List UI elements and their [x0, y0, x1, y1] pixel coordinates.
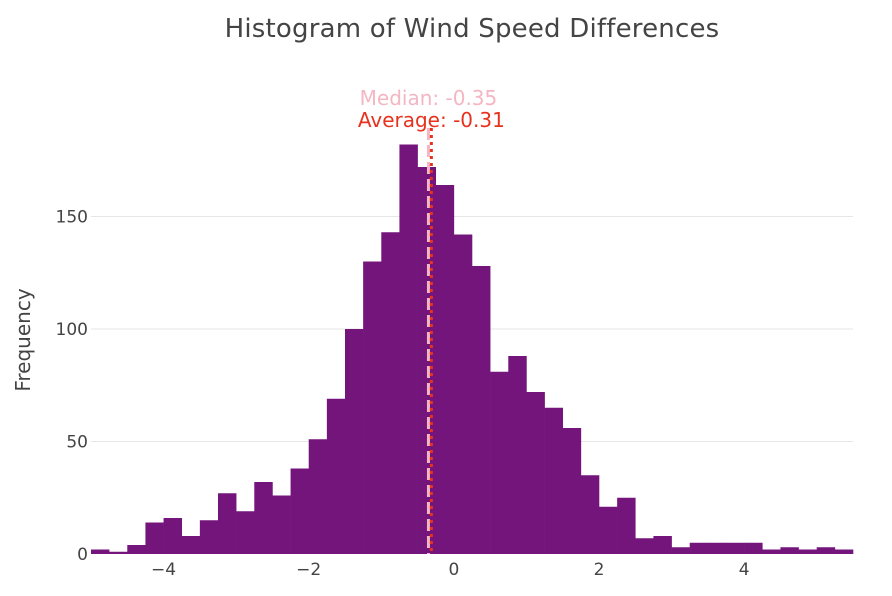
histogram-bar [490, 371, 509, 554]
histogram-bar [726, 542, 745, 554]
x-axis-ticks: −4 −2 0 2 4 [151, 560, 750, 580]
histogram-bar [199, 520, 219, 554]
histogram-bar [326, 398, 346, 554]
x-tick-label: −4 [151, 560, 176, 580]
bars [91, 144, 854, 554]
histogram-bar [689, 542, 709, 554]
y-tick-label: 150 [56, 208, 88, 228]
histogram-bar [308, 439, 328, 554]
x-tick-label: 2 [594, 560, 605, 580]
histogram-bar [762, 549, 781, 554]
histogram-bar [544, 407, 564, 554]
histogram-bar [381, 232, 400, 554]
histogram-bar [472, 266, 491, 554]
histogram-bar [453, 234, 473, 554]
histogram-bar [254, 482, 273, 554]
histogram-bar [435, 185, 455, 554]
y-tick-label: 0 [77, 545, 88, 565]
histogram-bar [707, 542, 727, 554]
histogram-bar [363, 261, 382, 554]
histogram-bar [417, 167, 437, 554]
x-tick-label: 0 [448, 560, 459, 580]
y-tick-label: 100 [56, 320, 88, 340]
histogram-bar [653, 536, 672, 554]
histogram-bar [127, 545, 146, 554]
histogram-bar [671, 547, 691, 554]
histogram-bar [780, 547, 799, 554]
histogram-bar [109, 551, 128, 554]
histogram-bar [526, 392, 545, 554]
histogram-bar [580, 475, 600, 554]
x-tick-label: −2 [296, 560, 321, 580]
chart-title: Histogram of Wind Speed Differences [224, 14, 720, 44]
histogram-bar [272, 495, 291, 554]
histogram-bar [236, 511, 255, 554]
histogram-bar [218, 493, 237, 554]
y-tick-label: 50 [66, 433, 88, 453]
histogram-bar [744, 542, 763, 554]
histogram-bar [163, 518, 183, 554]
histogram-bar [508, 356, 527, 554]
reference-lines [426, 128, 433, 554]
histogram-bar [399, 144, 418, 554]
average-annotation: Average: -0.31 [358, 108, 505, 132]
histogram-bar [181, 536, 201, 554]
histogram-bar [798, 549, 818, 554]
histogram-bar [91, 549, 110, 554]
histogram-bar [617, 497, 636, 554]
histogram-bar [834, 549, 854, 554]
histogram-bar [145, 522, 164, 554]
histogram-bar [635, 538, 654, 554]
y-axis-label: Frequency [11, 288, 35, 391]
histogram-bar [599, 506, 618, 554]
histogram-bar [290, 468, 310, 554]
median-annotation: Median: -0.35 [360, 86, 498, 110]
histogram-bar [345, 329, 364, 554]
histogram-bar [562, 428, 582, 554]
x-tick-label: 4 [739, 560, 750, 580]
histogram-bar [816, 547, 836, 554]
y-axis-ticks: 0 50 100 150 [56, 208, 88, 566]
